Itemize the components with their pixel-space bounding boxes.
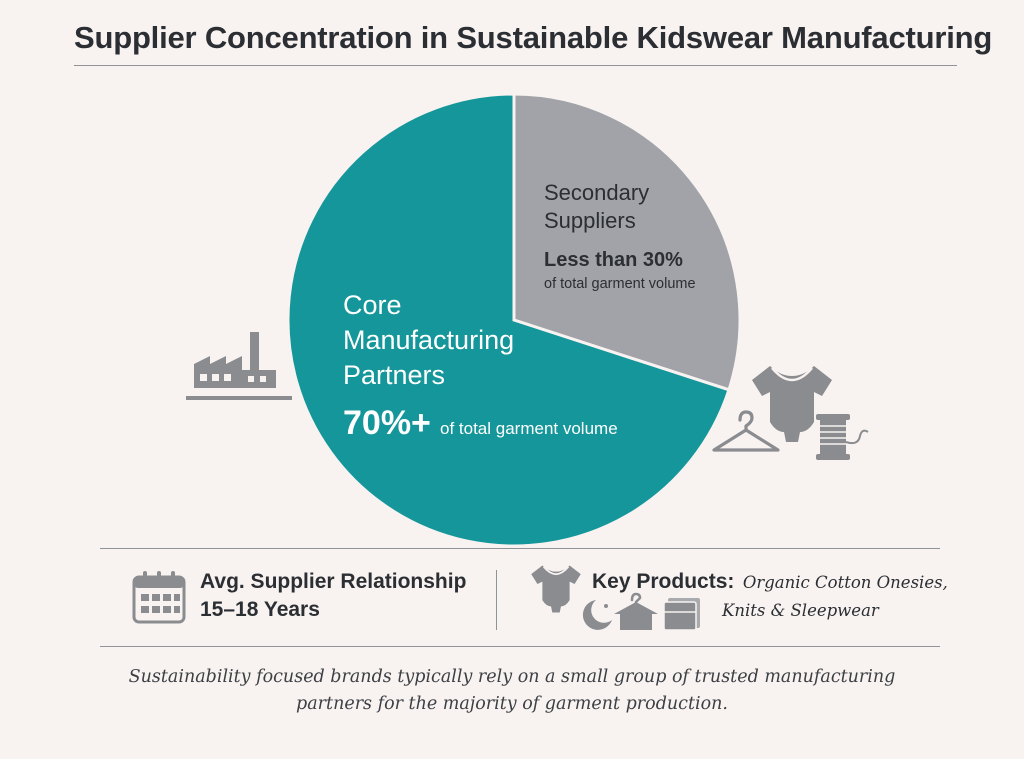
hanger-icon [712,410,780,452]
secondary-value-label: Less than 30% [544,249,683,271]
onesie-icon [752,366,832,442]
stats-top-rule [100,548,940,549]
factory-icon [186,332,292,400]
secondary-sub-label: of total garment volume [544,276,696,292]
onesie-icon-small [531,565,581,613]
footnote-line1: Sustainability focused brands typically … [128,667,896,687]
supplier-relationship-stat: Avg. Supplier Relationship 15–18 Years [200,570,466,622]
secondary-label-line: Suppliers [544,208,636,233]
key-products-label: Key Products: [592,570,735,593]
footnote: Sustainability focused brands typically … [0,664,1024,718]
key-products-line1: Organic Cotton Onesies, [742,573,948,592]
stats-divider [496,570,497,630]
calendar-icon [132,571,186,624]
core-value-label: 70%+ [343,404,431,442]
stats-bottom-rule [100,646,940,647]
core-label-line: Core [343,290,402,320]
core-label-line: Partners [343,360,445,390]
title-rule [74,65,957,66]
secondary-label-line: Secondary [544,180,649,205]
core-label-line: Manufacturing [343,325,514,355]
pie-slice-core [286,92,731,545]
moon-icon [582,600,612,630]
supplier-pie-chart: Secondary Suppliers Less than 30% of total … [286,92,742,545]
key-products-line2: Knits & Sleepwear [722,601,879,620]
pie-slice-secondary [512,92,742,392]
page-title: Supplier Concentration in Sustainable Ki… [74,20,993,55]
footnote-line2: partners for the majority of garment pro… [296,694,728,714]
thread-spool-icon [816,414,869,460]
relationship-label: Avg. Supplier Relationship [200,570,467,593]
relationship-value: 15–18 Years [200,598,320,621]
core-sub-label: of total garment volume [440,419,618,438]
folded-clothes-icon [663,598,700,631]
hanger-shirt-icon [614,592,658,630]
key-products-stat: Key Products: Organic Cotton Onesies, [592,570,948,594]
